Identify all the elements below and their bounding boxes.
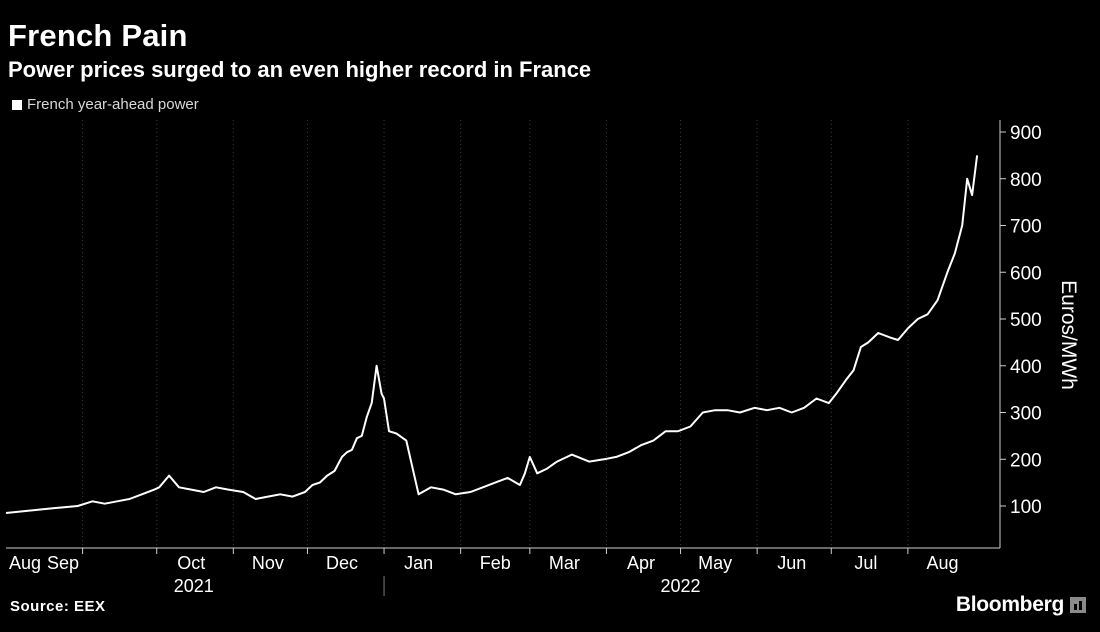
- legend-label: French year-ahead power: [27, 96, 199, 113]
- y-axis-label: Euros/MWh: [1057, 280, 1080, 390]
- y-tick-label: 300: [1010, 404, 1042, 425]
- chart-subtitle: Power prices surged to an even higher re…: [8, 57, 592, 82]
- x-tick-label: Jul: [854, 553, 877, 573]
- bar-chart-icon: [1070, 597, 1086, 613]
- legend: French year-ahead power: [12, 96, 199, 113]
- y-tick-label: 700: [1010, 217, 1042, 238]
- y-tick-label: 500: [1010, 310, 1042, 331]
- x-tick-label: Feb: [480, 553, 511, 573]
- y-tick-label: 100: [1010, 497, 1042, 518]
- x-tick-label: Dec: [326, 553, 358, 573]
- year-label: 2022: [661, 576, 701, 596]
- y-tick-label: 200: [1010, 450, 1042, 471]
- y-tick-label: 600: [1010, 263, 1042, 284]
- x-tick-label: Jan: [404, 553, 433, 573]
- brand-logo: Bloomberg: [956, 593, 1086, 617]
- x-tick-label: Sep: [47, 553, 79, 573]
- x-tick-label: Jun: [777, 553, 806, 573]
- x-tick-label: Aug: [9, 553, 41, 573]
- legend-swatch-square-icon: [12, 99, 22, 110]
- x-tick-label: Mar: [549, 553, 580, 573]
- y-tick-label: 800: [1010, 170, 1042, 191]
- y-tick-label: 900: [1010, 123, 1042, 144]
- chart-title: French Pain: [8, 18, 188, 53]
- source-note: Source: EEX: [10, 598, 106, 615]
- x-tick-label: Aug: [926, 553, 958, 573]
- x-tick-label: Oct: [177, 553, 205, 573]
- x-tick-label: Apr: [627, 553, 655, 573]
- x-tick-label: May: [698, 553, 732, 573]
- series-line: [5, 155, 979, 514]
- x-tick-label: Nov: [252, 553, 284, 573]
- brand-name: Bloomberg: [955, 593, 1064, 616]
- year-label: 2021: [174, 576, 214, 596]
- y-tick-label: 400: [1010, 357, 1042, 378]
